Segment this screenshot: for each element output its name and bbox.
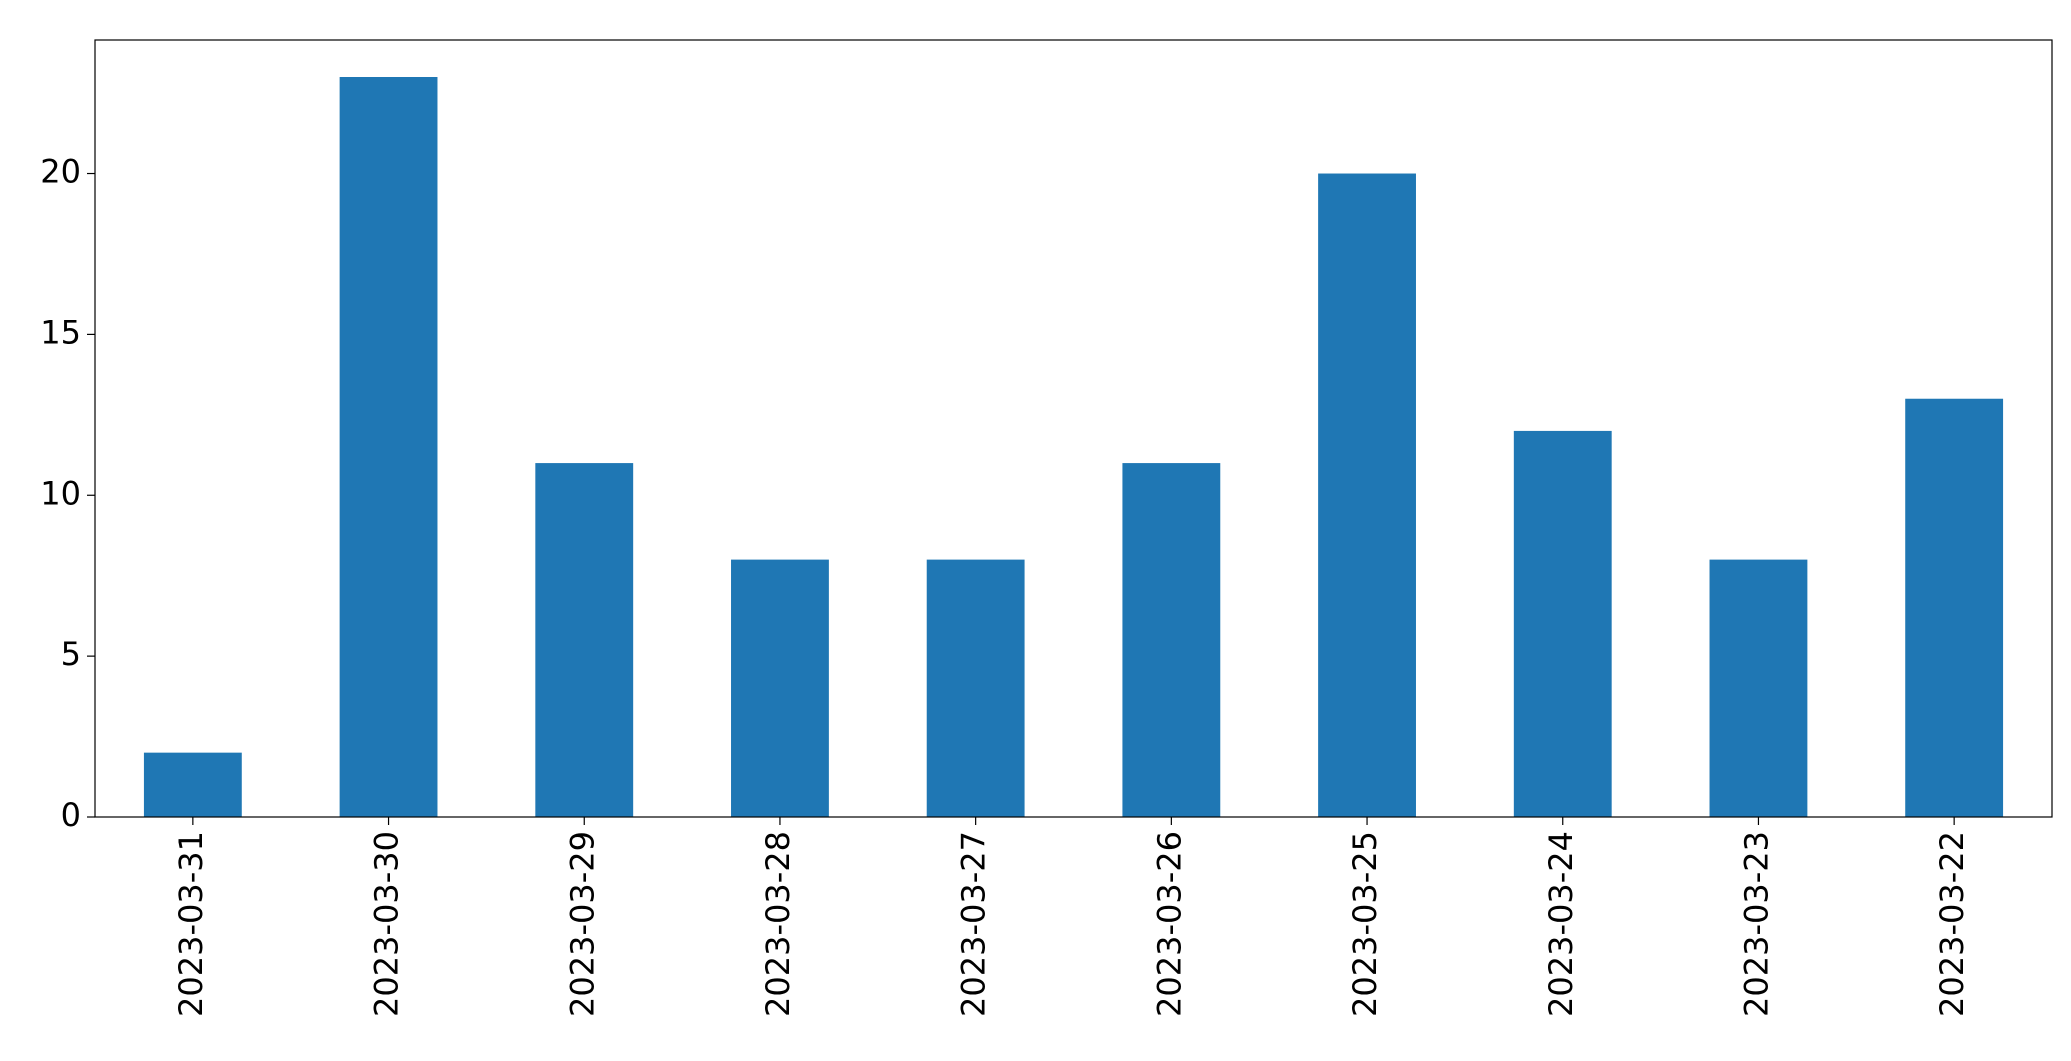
x-tick-label: 2023-03-28 [759, 831, 797, 1017]
y-tick-label: 5 [61, 635, 81, 673]
y-tick-label: 10 [40, 474, 81, 512]
bar [339, 77, 438, 817]
bar [143, 752, 242, 817]
bar [1709, 559, 1808, 817]
x-tick-label: 2023-03-30 [368, 831, 406, 1017]
bar [1905, 398, 2004, 817]
x-tick-label: 2023-03-31 [172, 831, 210, 1017]
x-tick-label: 2023-03-27 [955, 831, 993, 1017]
x-tick-label: 2023-03-24 [1542, 831, 1580, 1017]
x-tick-label: 2023-03-23 [1737, 831, 1775, 1017]
x-tick-label: 2023-03-26 [1150, 831, 1188, 1017]
bar [1122, 463, 1221, 817]
x-tick-label: 2023-03-22 [1933, 831, 1971, 1017]
x-tick-label: 2023-03-29 [563, 831, 601, 1017]
y-tick-label: 0 [61, 796, 81, 834]
bar [731, 559, 829, 817]
bar [926, 559, 1025, 817]
bar [1318, 173, 1416, 818]
y-tick-label: 20 [40, 153, 81, 191]
plot-frame [94, 39, 2053, 818]
x-tick-label: 2023-03-25 [1346, 831, 1384, 1017]
y-tick-label: 15 [40, 313, 81, 351]
bar [1513, 430, 1612, 817]
bar [535, 463, 634, 817]
